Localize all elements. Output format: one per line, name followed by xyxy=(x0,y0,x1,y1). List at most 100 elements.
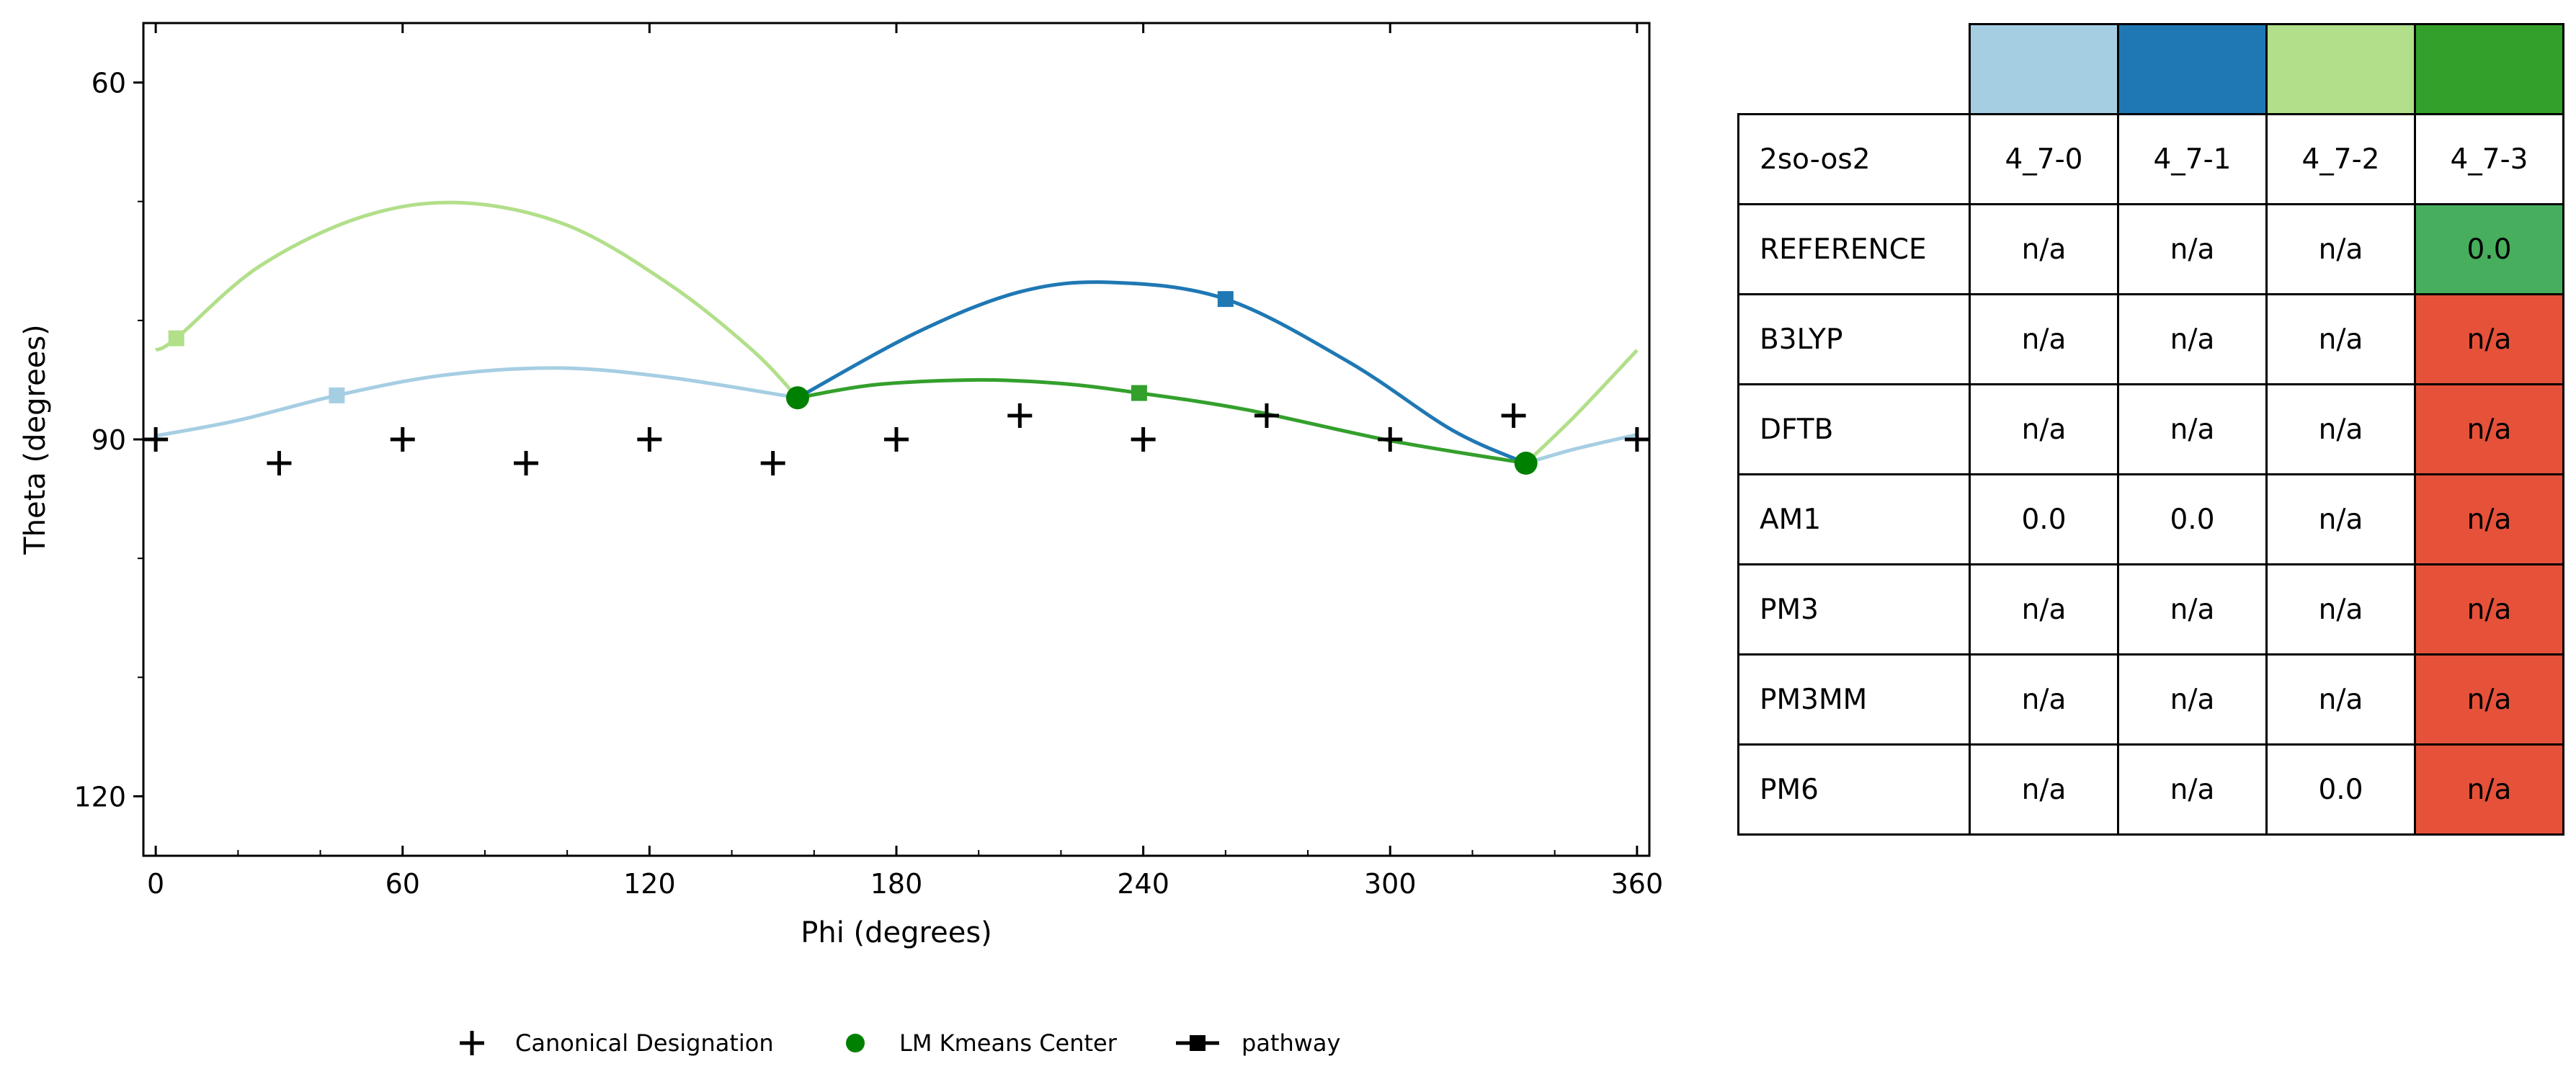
pathway-marker xyxy=(1217,291,1234,308)
pathway-marker xyxy=(1131,385,1147,401)
y-axis-label: Theta (degrees) xyxy=(19,324,52,555)
table-row-label: 2so-os2 xyxy=(1737,113,1971,205)
y-tick-label: 120 xyxy=(73,781,126,813)
lm-kmeans-center-marker xyxy=(785,386,809,410)
table-cell: 0.0 xyxy=(2265,743,2416,836)
table-row-label: B3LYP xyxy=(1737,293,1971,385)
canonical-designation-marker xyxy=(514,451,539,476)
table-cell: n/a xyxy=(2414,743,2564,836)
table-cell: n/a xyxy=(1969,383,2119,475)
canonical-designation-marker xyxy=(1254,403,1279,428)
pathway-markers xyxy=(168,291,1234,403)
table-cell: 0.0 xyxy=(2117,473,2268,565)
legend: Canonical Designation LM Kmeans Center pat… xyxy=(460,1029,1340,1057)
table-row-label: PM3 xyxy=(1737,563,1971,656)
legend-item-lm-kmeans: LM Kmeans Center xyxy=(846,1029,1118,1057)
table-row-label: PM6 xyxy=(1737,743,1971,836)
lm-kmeans-center-marker xyxy=(1514,452,1538,475)
canonical-designation-marker xyxy=(884,427,909,452)
table-cell: n/a xyxy=(1969,653,2119,746)
table-cell: n/a xyxy=(1969,293,2119,385)
table-cell: n/a xyxy=(2414,293,2564,385)
table-cell: n/a xyxy=(2265,383,2416,475)
y-tick-label: 90 xyxy=(92,424,126,456)
table-row: B3LYP n/a n/a n/a n/a xyxy=(1737,293,2564,385)
table-cell: n/a xyxy=(1969,743,2119,836)
pathway-line xyxy=(1525,432,1638,465)
table-cell: n/a xyxy=(2414,653,2564,746)
canonical-designation-marker xyxy=(1378,427,1403,452)
table-cell: n/a xyxy=(2117,203,2268,295)
pathway-marker xyxy=(329,387,345,403)
table-header-color-swatch xyxy=(2265,23,2416,115)
table-row: 2so-os2 4_7-0 4_7-1 4_7-2 4_7-3 xyxy=(1737,113,2564,205)
y-tick-label: 60 xyxy=(92,68,126,99)
table-header-color-swatch xyxy=(2414,23,2564,115)
table-cell: n/a xyxy=(2117,293,2268,385)
pathway-line xyxy=(155,366,798,438)
method-comparison-table: 2so-os2 4_7-0 4_7-1 4_7-2 4_7-3 REFERENCE n/a n… xyxy=(1737,23,2564,836)
table-cell: n/a xyxy=(2414,473,2564,565)
table-cell: n/a xyxy=(1969,563,2119,656)
canonical-designation-marker xyxy=(760,451,785,476)
pathway-line xyxy=(154,200,799,399)
table-row-label: AM1 xyxy=(1737,473,1971,565)
table-header-color-swatch xyxy=(2117,23,2268,115)
table-cell: n/a xyxy=(2117,653,2268,746)
table-row-label: REFERENCE xyxy=(1737,203,1971,295)
pathway-marker xyxy=(168,330,184,346)
table-cell: n/a xyxy=(2265,563,2416,656)
legend-circle-icon xyxy=(846,1034,865,1052)
table-row-label: PM3MM xyxy=(1737,653,1971,746)
table-row-label: DFTB xyxy=(1737,383,1971,475)
table-header-row xyxy=(1739,23,2564,115)
table-row: PM3MM n/a n/a n/a n/a xyxy=(1737,653,2564,746)
table-row: PM3 n/a n/a n/a n/a xyxy=(1737,563,2564,656)
legend-item-pathway: pathway xyxy=(1176,1029,1340,1057)
table-cell: n/a xyxy=(1969,203,2119,295)
table-cell: 0.0 xyxy=(2414,203,2564,295)
x-tick-label: 240 xyxy=(1117,868,1169,900)
table-cell: n/a xyxy=(2265,293,2416,385)
canonical-designations xyxy=(143,403,1649,476)
canonical-designation-marker xyxy=(637,427,662,452)
table-cell: n/a xyxy=(2117,383,2268,475)
x-tick-label: 0 xyxy=(147,868,164,900)
table-cell: n/a xyxy=(2265,473,2416,565)
canonical-designation-marker xyxy=(267,451,292,476)
table-cell: n/a xyxy=(2117,743,2268,836)
x-tick-label: 180 xyxy=(870,868,923,900)
table-cell: 4_7-2 xyxy=(2265,113,2416,205)
x-tick-label: 120 xyxy=(623,868,676,900)
pathway-line xyxy=(796,280,1527,465)
canonical-designation-marker xyxy=(1624,427,1649,452)
table-header-color-swatch xyxy=(1969,23,2119,115)
table-row: AM1 0.0 0.0 n/a n/a xyxy=(1737,473,2564,565)
canonical-designation-marker xyxy=(1131,427,1156,452)
table-cell: 4_7-1 xyxy=(2117,113,2268,205)
canonical-designation-marker xyxy=(143,427,169,452)
table-cell: n/a xyxy=(2265,203,2416,295)
x-tick-label: 60 xyxy=(385,868,420,900)
x-tick-label: 360 xyxy=(1611,868,1664,900)
table-cell: n/a xyxy=(2414,563,2564,656)
table-cell: 0.0 xyxy=(1969,473,2119,565)
canonical-designation-marker xyxy=(1501,403,1526,428)
x-tick-label: 300 xyxy=(1364,868,1417,900)
table-cell: n/a xyxy=(2117,563,2268,656)
legend-label: Canonical Designation xyxy=(515,1029,774,1057)
table-cell: 4_7-0 xyxy=(1969,113,2119,205)
lm-kmeans-centers xyxy=(785,386,1538,475)
table-cell: n/a xyxy=(2265,653,2416,746)
table-row: DFTB n/a n/a n/a n/a xyxy=(1737,383,2564,475)
x-axis-label: Phi (degrees) xyxy=(801,916,992,949)
pathway-lines xyxy=(154,200,1639,465)
table-cell: n/a xyxy=(2414,383,2564,475)
table-row: REFERENCE n/a n/a n/a 0.0 xyxy=(1737,203,2564,295)
table-corner-blank xyxy=(1739,24,1970,115)
legend-square-icon xyxy=(1190,1035,1205,1051)
canonical-designation-marker xyxy=(1007,403,1033,428)
axis-ticks: 0 60 120 180 240 300 360 60 90 120 xyxy=(73,23,1663,900)
table-cell: 4_7-3 xyxy=(2414,113,2564,205)
